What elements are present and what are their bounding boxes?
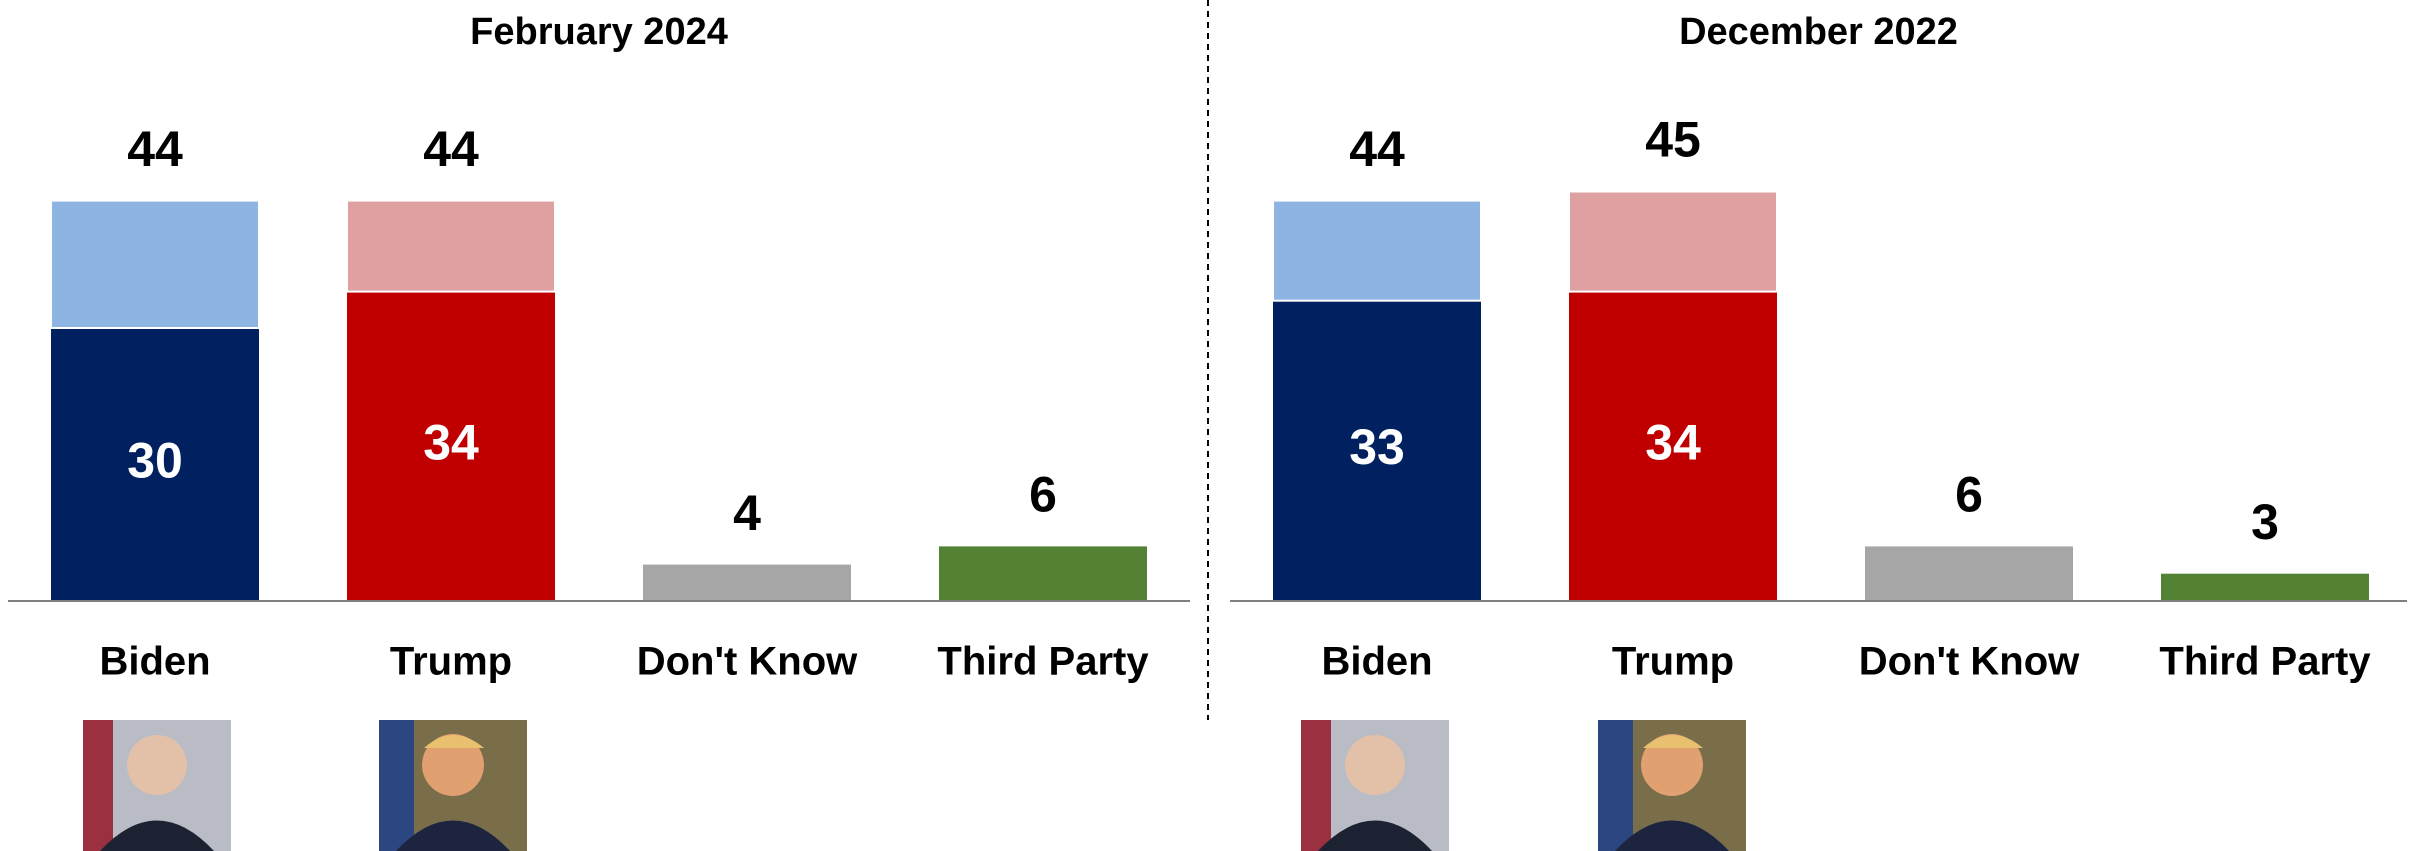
category-label: Third Party [2159, 640, 2371, 684]
bar-segment [2161, 573, 2369, 601]
bar-segment [643, 564, 851, 601]
segment-label: 30 [127, 433, 183, 489]
total-label: 4 [733, 485, 761, 541]
bar-segment [1865, 546, 2073, 601]
total-label: 44 [423, 121, 479, 177]
bar-segment [1568, 190, 1778, 293]
bar-segment [1272, 199, 1482, 302]
total-label: 6 [1029, 467, 1057, 523]
photo-biden [83, 720, 231, 851]
category-label: Trump [1612, 640, 1734, 684]
category-label: Biden [99, 640, 210, 684]
category-label: Trump [390, 640, 512, 684]
segment-label: 34 [423, 415, 479, 471]
bar-segment [1273, 300, 1481, 601]
photos [83, 720, 1746, 851]
bar-segment [347, 291, 555, 601]
total-label: 6 [1955, 467, 1983, 523]
bar-segment [51, 328, 259, 601]
category-label: Don't Know [637, 640, 858, 684]
bar-segment [50, 199, 260, 330]
photo-trump [1598, 720, 1746, 851]
bar-segment [346, 199, 556, 293]
photo-trump [379, 720, 527, 851]
category-label: Biden [1321, 640, 1432, 684]
bar-segment [939, 546, 1147, 601]
segment-label: 33 [1349, 419, 1405, 475]
total-label: 44 [127, 121, 183, 177]
category-label: Don't Know [1859, 640, 2080, 684]
chart-title: February 2024 [470, 11, 728, 53]
chart-title: December 2022 [1679, 11, 1958, 53]
photo-biden [1301, 720, 1449, 851]
segment-label: 34 [1645, 415, 1701, 471]
bar-segment [1569, 291, 1777, 601]
total-label: 44 [1349, 121, 1405, 177]
category-label: Third Party [937, 640, 1149, 684]
total-label: 45 [1645, 112, 1701, 168]
total-label: 3 [2251, 494, 2279, 550]
